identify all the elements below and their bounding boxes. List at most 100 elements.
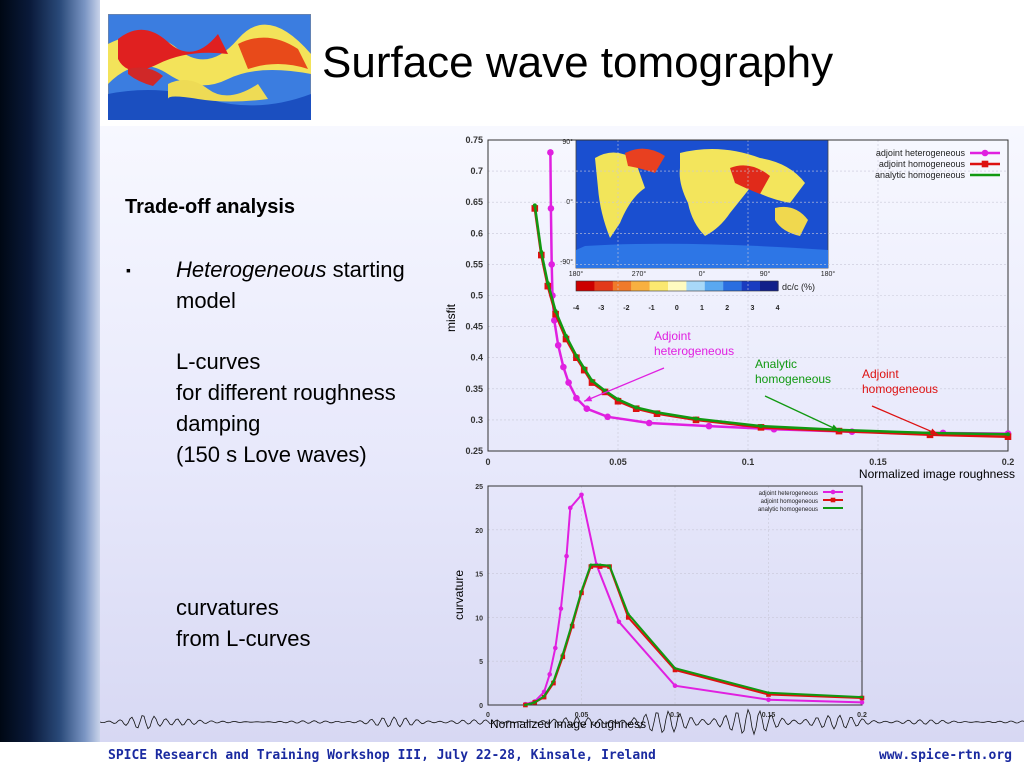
annotation-label: homogeneous (755, 372, 831, 386)
inset-continent (775, 206, 808, 236)
data-point (766, 697, 771, 703)
data-point (573, 394, 580, 402)
annotation-arrowhead (929, 428, 938, 435)
data-point (645, 419, 653, 427)
annotation-label: Analytic (755, 357, 797, 371)
plot-frame (487, 139, 1009, 452)
bullet-line2: model (176, 288, 236, 313)
colorbar-tick: 3 (750, 305, 754, 312)
data-point (545, 281, 550, 286)
colorbar-cell (612, 281, 632, 291)
data-point (705, 422, 713, 430)
colorbar-tick: -1 (648, 305, 654, 312)
y-tick-label: 20 (475, 528, 483, 535)
annotation-arrow (764, 395, 840, 432)
lcurve-line-3: damping (176, 411, 261, 436)
inset-continent (595, 152, 645, 238)
bullet-marker: ▪ (126, 262, 131, 278)
data-point (564, 553, 569, 559)
annotation-arrow (583, 367, 665, 402)
data-point (608, 564, 611, 568)
bullet-text: Heterogeneous starting (176, 254, 405, 285)
map-lon-label: 0° (699, 270, 706, 278)
colorbar-cell (576, 281, 595, 291)
tomography-thumbnail (108, 14, 311, 120)
data-point (604, 413, 611, 421)
legend-marker (981, 149, 989, 157)
footer-bar (0, 742, 1024, 768)
colorbar-cell (594, 281, 613, 291)
colorbar-tick: 0 (675, 305, 679, 312)
data-point (579, 492, 584, 498)
bullet-italic: Heterogeneous (176, 257, 327, 282)
colorbar-tick: -2 (623, 305, 629, 312)
x-tick-label: 0.1 (742, 457, 755, 467)
colorbar: dc/c (%) -4 -3 -2 -1 0 1 2 3 4 (573, 280, 815, 312)
x-tick-label: 0 (485, 457, 490, 467)
footer-right: www.spice-rtn.org (878, 748, 1012, 763)
annotation-arrowhead (584, 395, 593, 402)
annotation-arrow (871, 405, 939, 435)
data-point (767, 691, 770, 695)
x-tick-label: 0 (486, 712, 490, 719)
data-point (547, 149, 554, 156)
y-tick-label: 5 (479, 659, 483, 666)
y-axis-label: curvature (452, 570, 466, 620)
data-point (558, 606, 564, 611)
series-line-adjoint-heterogeneous (525, 492, 863, 706)
lcurve-line-4: (150 s Love waves) (176, 442, 367, 467)
y-tick-label: 0.3 (470, 415, 483, 425)
annotation-arrowhead (831, 424, 839, 431)
data-point (565, 379, 572, 386)
y-tick-label: 0.5 (470, 291, 483, 301)
colorbar-cell (741, 281, 761, 291)
x-tick-label: 0.1 (670, 712, 680, 719)
colorbar-cell (760, 281, 779, 291)
data-point (547, 672, 553, 677)
data-point (553, 645, 558, 651)
y-tick-label: 0.55 (465, 259, 483, 269)
y-tick-label: 0.35 (465, 384, 483, 394)
data-point (1004, 433, 1012, 440)
series-line-analytic-homogeneous (525, 563, 863, 706)
y-tick-label: 0.65 (465, 197, 483, 207)
data-point (551, 317, 558, 324)
x-axis-label: Normalized image roughness (859, 467, 1015, 481)
plot-frame (487, 485, 863, 706)
colorbar-cell (686, 281, 705, 291)
slide-title: Surface wave tomography (322, 38, 834, 87)
data-point (553, 309, 558, 314)
colorbar-cell (723, 281, 742, 291)
data-point (570, 622, 574, 625)
inset-continent (730, 165, 770, 194)
data-point (672, 667, 678, 673)
legend-marker (981, 160, 989, 168)
y-tick-label: 15 (475, 572, 483, 579)
data-point (560, 363, 567, 371)
curv-line-1: curvatures (176, 595, 279, 620)
inset-map (575, 139, 829, 269)
x-axis-label: Normalized image roughness (490, 717, 646, 731)
lcurve-chart: 90°0°-90°180° 270° 0° 90° 180° dc/c (%)-4 -3-… (444, 135, 1015, 481)
data-point (859, 700, 865, 705)
lcurve-line-1: L-curves (176, 349, 261, 374)
data-point (554, 341, 562, 349)
y-tick-label: 0.4 (470, 353, 483, 363)
colorbar-tick: 4 (776, 305, 780, 312)
annotation-label: heterogeneous (654, 344, 734, 358)
data-point (574, 353, 579, 358)
x-tick-label: 0.15 (869, 457, 887, 467)
colorbar-tick: 1 (700, 305, 704, 312)
annotation-label: Adjoint (654, 329, 691, 343)
legend-entry-label: adjoint heterogeneous (876, 148, 966, 158)
inset-continent (679, 149, 805, 236)
y-tick-label: 0 (479, 703, 483, 710)
inset-antarctica (576, 243, 828, 268)
data-point (561, 652, 565, 656)
colorbar-cell (649, 281, 669, 291)
colorbar-tick: -3 (598, 305, 604, 312)
data-point (673, 666, 677, 670)
y-tick-label: 25 (475, 484, 483, 491)
